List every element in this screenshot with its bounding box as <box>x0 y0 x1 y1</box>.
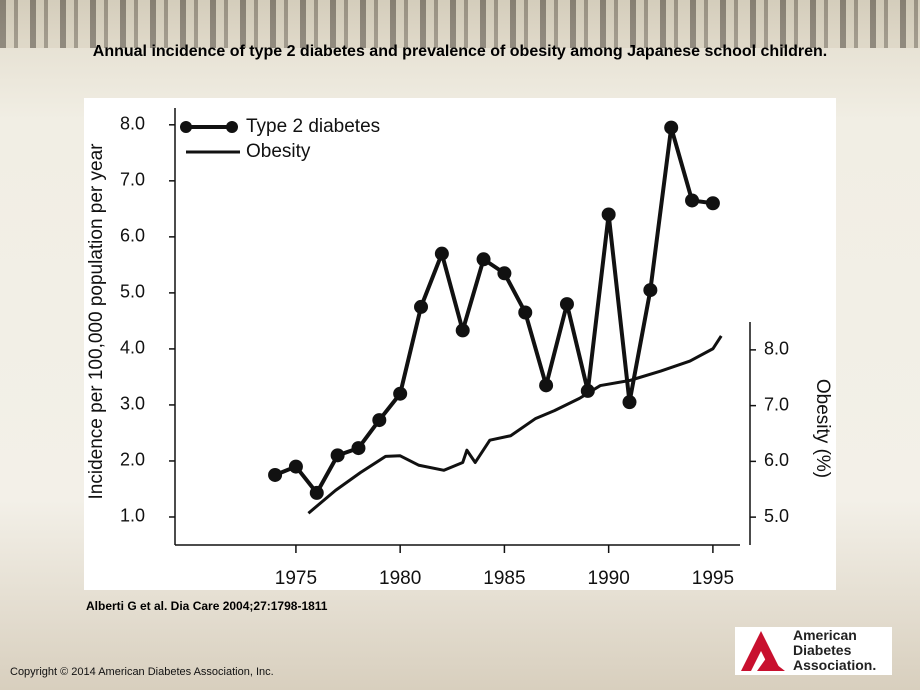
y-tick-label: 6.0 <box>120 226 145 246</box>
logo-line: American <box>793 627 857 643</box>
data-point <box>268 467 283 482</box>
logo-line: Association. <box>793 657 877 673</box>
data-point <box>330 448 345 463</box>
legend-label: Type 2 diabetes <box>246 116 380 137</box>
y-tick-label: 5.0 <box>120 282 145 302</box>
data-point <box>664 120 679 135</box>
data-point <box>309 485 324 500</box>
y-tick-label: 1.0 <box>120 506 145 526</box>
data-point <box>685 193 700 208</box>
logo-text: American Diabetes Association. <box>793 628 876 673</box>
data-point <box>455 323 470 338</box>
legend-marker <box>226 121 238 133</box>
data-point <box>518 305 533 320</box>
legend-label: Obesity <box>246 141 311 162</box>
y-tick-label: 3.0 <box>120 394 145 414</box>
data-point <box>622 395 637 410</box>
logo: American Diabetes Association. <box>735 627 892 675</box>
data-point <box>497 266 512 281</box>
data-point <box>414 299 429 314</box>
logo-mark <box>741 631 785 671</box>
data-point <box>351 441 366 456</box>
x-tick-label: 1990 <box>588 568 630 589</box>
y-tick-label: 4.0 <box>120 338 145 358</box>
y-tick-label: 2.0 <box>120 450 145 470</box>
x-tick-label: 1995 <box>692 568 734 589</box>
data-point <box>601 207 616 222</box>
data-point <box>643 283 658 298</box>
data-point <box>288 459 303 474</box>
y2-axis-label: Obesity (%) <box>812 379 833 478</box>
y-axis-label: Incidence per 100,000 population per yea… <box>86 143 107 500</box>
citation: Alberti G et al. Dia Care 2004;27:1798-1… <box>86 599 328 613</box>
data-point <box>705 196 720 211</box>
y2-tick-label: 6.0 <box>764 450 789 470</box>
x-tick-label: 1975 <box>275 568 317 589</box>
chart-background <box>84 98 836 590</box>
decorative-border <box>0 0 920 48</box>
x-tick-label: 1980 <box>379 568 421 589</box>
data-point <box>434 246 449 261</box>
copyright: Copyright © 2014 American Diabetes Assoc… <box>10 666 274 678</box>
logo-line: Diabetes <box>793 642 852 658</box>
y-tick-label: 8.0 <box>120 114 145 134</box>
y2-tick-label: 8.0 <box>764 339 789 359</box>
data-point <box>476 252 491 267</box>
series-line <box>274 125 714 495</box>
data-point <box>393 386 408 401</box>
data-point <box>539 378 554 393</box>
legend-marker <box>180 121 192 133</box>
slide-title: Annual incidence of type 2 diabetes and … <box>92 43 828 60</box>
series-line <box>307 335 723 515</box>
data-point <box>372 413 387 428</box>
y2-tick-label: 5.0 <box>764 506 789 526</box>
y-tick-label: 7.0 <box>120 170 145 190</box>
y2-tick-label: 7.0 <box>764 394 789 414</box>
x-tick-label: 1985 <box>483 568 525 589</box>
data-point <box>559 297 574 312</box>
